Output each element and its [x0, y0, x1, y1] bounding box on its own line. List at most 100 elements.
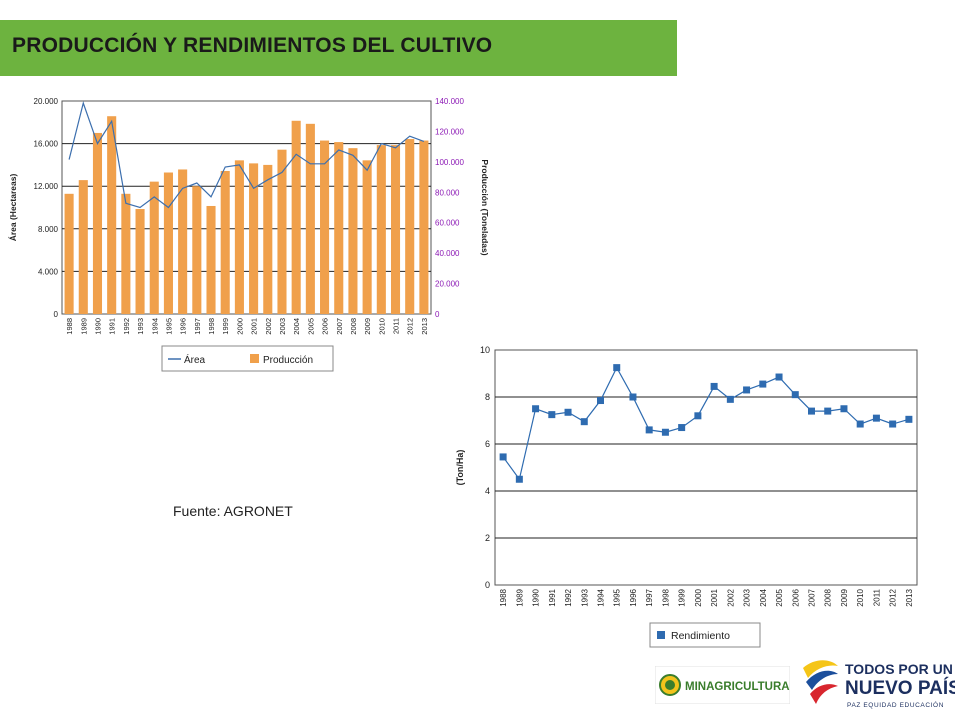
todos-por-un-nuevo-pais-logo: TODOS POR UN NUEVO PAÍS PAZ EQUIDAD EDUC…	[803, 660, 955, 709]
x-tick-label: 2005	[306, 318, 315, 335]
page-title: PRODUCCIÓN Y RENDIMIENTOS DEL CULTIVO	[12, 34, 493, 57]
x-tick-label: 2012	[889, 588, 898, 606]
x-tick-label: 1993	[580, 588, 589, 606]
rendimiento-point	[743, 386, 751, 394]
x-tick-label: 2001	[710, 588, 719, 606]
x-tick-label: 2003	[278, 318, 287, 335]
x-tick-label: 1994	[150, 318, 159, 335]
y-tick-label: 20.000	[34, 97, 59, 106]
y2-tick-label: 80.000	[435, 188, 460, 197]
x-tick-label: 2002	[264, 318, 273, 335]
rendimiento-point	[580, 418, 588, 426]
y-axis-label: (Ton/Ha)	[455, 450, 465, 486]
x-tick-label: 2004	[759, 588, 768, 606]
production-bar	[234, 160, 244, 314]
minagricultura-logo: MINAGRICULTURA	[655, 666, 790, 704]
legend-box	[649, 622, 761, 648]
rendimiento-point	[597, 397, 604, 405]
x-tick-label: 1997	[193, 318, 202, 335]
x-tick-label: 1994	[597, 588, 606, 606]
rendimiento-point	[905, 415, 913, 423]
production-bar	[78, 180, 88, 314]
y-axis-label: Área (Hectareas)	[8, 174, 18, 242]
y-tick-label: 0	[54, 310, 59, 319]
x-tick-label: 1996	[179, 318, 188, 335]
plot-frame	[61, 100, 432, 315]
x-tick-label: 2009	[363, 318, 372, 335]
yield-chart: 0 2 4 6 8 10 1988 1989 1990 1991 1992 1993 1994 1995 1…	[455, 345, 918, 648]
production-bar	[362, 160, 372, 314]
x-tick-label: 1989	[79, 318, 88, 335]
rendimiento-point	[499, 453, 507, 461]
legend-swatch-production	[250, 354, 259, 363]
x-tick-label: 2004	[292, 318, 301, 335]
minagricultura-text: MINAGRICULTURA	[685, 681, 790, 693]
x-tick-label: 2010	[377, 318, 386, 335]
rendimiento-point	[532, 405, 540, 413]
production-bar	[263, 164, 273, 314]
rendimiento-point	[840, 405, 848, 413]
y2-tick-label: 0	[435, 310, 440, 319]
y2-tick-label: 120.000	[435, 127, 464, 136]
rendimiento-point	[889, 420, 897, 428]
production-bar	[206, 205, 216, 314]
rendimiento-point	[791, 391, 799, 399]
y-tick-label: 8.000	[38, 225, 59, 234]
production-bar	[192, 186, 202, 314]
legend: Área Producción	[161, 345, 334, 372]
y-tick-label: 0	[485, 580, 490, 590]
x-tick-label: 2000	[235, 318, 244, 335]
x-tick-label: 1988	[499, 588, 508, 606]
production-bar	[220, 170, 230, 314]
x-tick-label: 2008	[824, 588, 833, 606]
x-tick-label: 2005	[775, 588, 784, 606]
y-tick-label: 12.000	[34, 182, 59, 191]
y-tick-label: 10	[480, 345, 490, 355]
production-bar	[135, 209, 145, 314]
rendimiento-point	[694, 412, 702, 420]
production-bar	[121, 193, 131, 314]
x-tick-label: 2006	[321, 318, 330, 335]
rendimiento-point	[548, 411, 556, 419]
area-line	[68, 101, 425, 209]
production-bar	[419, 140, 429, 314]
plot-frame	[494, 349, 918, 586]
y2-tick-label: 140.000	[435, 97, 464, 106]
rendimiento-point	[564, 408, 572, 416]
production-bar	[64, 193, 74, 314]
x-tick-label: 2001	[250, 318, 259, 335]
legend-swatch-rendimiento	[657, 631, 665, 639]
y2-axis-label: Producción (Toneladas)	[480, 159, 490, 255]
todos-line2: NUEVO PAÍS	[845, 677, 955, 699]
rendimiento-point	[824, 407, 832, 415]
x-tick-label: 1988	[65, 318, 74, 335]
x-tick-label: 2012	[406, 318, 415, 335]
production-bar	[305, 123, 315, 314]
production-bar	[178, 169, 188, 314]
flag-swoosh-icon	[803, 660, 838, 704]
y-tick-label: 8	[485, 392, 490, 402]
source-note: Fuente: AGRONET	[173, 503, 293, 519]
y-tick-label: 16.000	[34, 140, 59, 149]
production-bar	[92, 132, 103, 314]
production-bar	[348, 148, 358, 314]
production-bar	[320, 140, 330, 314]
x-tick-label: 2011	[872, 588, 881, 606]
rendimiento-point	[661, 428, 669, 436]
x-tick-label: 1989	[515, 588, 524, 606]
rendimiento-point	[515, 475, 523, 483]
todos-line1: TODOS POR UN	[845, 661, 953, 677]
x-tick-label: 1995	[613, 588, 622, 606]
production-bar	[149, 181, 159, 314]
legend: Rendimiento	[649, 622, 761, 648]
production-bar	[390, 145, 401, 314]
production-bar	[277, 149, 287, 314]
x-tick-label: 2006	[791, 588, 800, 606]
x-tick-label: 2003	[743, 588, 752, 606]
legend-label-production: Producción	[263, 355, 313, 366]
y-tick-label: 4.000	[38, 267, 59, 276]
production-bar	[163, 172, 173, 314]
y2-tick-label: 60.000	[435, 219, 460, 228]
legend-label-area: Área	[184, 353, 206, 366]
rendimiento-point	[613, 364, 621, 372]
